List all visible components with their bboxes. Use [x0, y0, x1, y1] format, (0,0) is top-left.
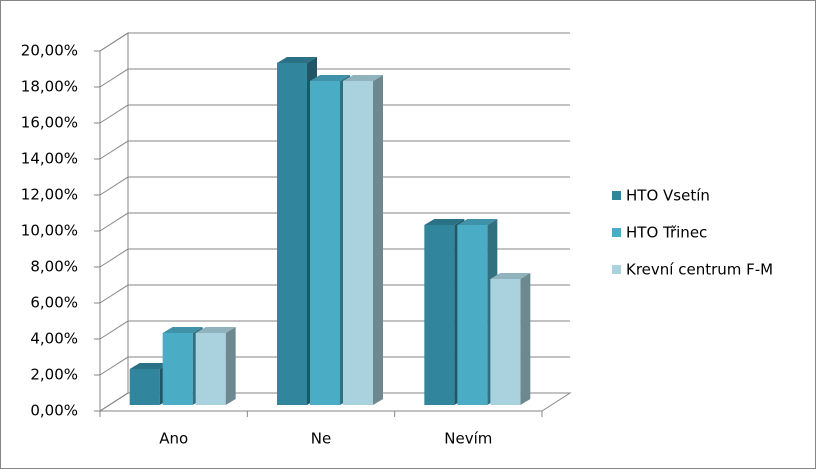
bar-front: [343, 81, 373, 405]
grid-line: [99, 284, 570, 304]
y-tick-label: 18,00%: [21, 78, 78, 96]
bar-front: [162, 333, 193, 405]
legend-swatch: [612, 265, 621, 274]
x-tick-label: Ne: [311, 430, 331, 448]
bar: [343, 75, 383, 405]
grid-line: [99, 392, 570, 412]
y-tick-label: 16,00%: [21, 114, 78, 132]
bar-front: [490, 279, 521, 405]
bar-front: [310, 81, 340, 405]
legend-label: HTO Vsetín: [626, 187, 710, 205]
y-tick-label: 4,00%: [30, 330, 78, 348]
bar-top: [457, 219, 498, 225]
y-tick-label: 0,00%: [30, 402, 78, 420]
legend-label: Krevní centrum F-M: [626, 261, 773, 279]
bar-side: [225, 327, 236, 405]
y-tick-label: 14,00%: [21, 150, 78, 168]
grid-line: [99, 320, 570, 340]
x-tick-label: Nevím: [444, 430, 492, 448]
legend-swatch: [612, 228, 621, 237]
bar: [457, 219, 498, 405]
y-tick-label: 6,00%: [30, 294, 78, 312]
bar-top: [490, 273, 531, 279]
y-tick-label: 8,00%: [30, 258, 78, 276]
grid-line: [99, 176, 570, 196]
bar-front: [129, 369, 160, 405]
bar-front: [457, 225, 488, 405]
grid-line: [99, 248, 570, 268]
legend-label: HTO Třinec: [626, 224, 707, 242]
bar: [195, 327, 236, 405]
y-tick-label: 20,00%: [21, 42, 78, 60]
bar-top: [277, 57, 317, 63]
bar-front: [277, 63, 307, 405]
bar-top: [162, 327, 203, 333]
grid-line: [99, 68, 570, 88]
grid-line: [99, 140, 570, 160]
bar-top: [310, 75, 350, 81]
bar: [490, 273, 531, 405]
bar-side: [520, 273, 531, 405]
bar-top: [195, 327, 236, 333]
bar-front: [195, 333, 226, 405]
grid-line: [99, 104, 570, 124]
grid-line: [99, 32, 570, 52]
bar-front: [424, 225, 455, 405]
bar-side: [373, 75, 383, 405]
bar-top: [424, 219, 465, 225]
y-tick-label: 10,00%: [21, 222, 78, 240]
legend-swatch: [612, 191, 621, 200]
y-tick-label: 12,00%: [21, 186, 78, 204]
bar-top: [129, 363, 170, 369]
y-tick-label: 2,00%: [30, 366, 78, 384]
x-tick-label: Ano: [159, 430, 188, 448]
grid-line: [99, 356, 570, 376]
grid-line: [99, 212, 570, 232]
bar-top: [343, 75, 383, 81]
